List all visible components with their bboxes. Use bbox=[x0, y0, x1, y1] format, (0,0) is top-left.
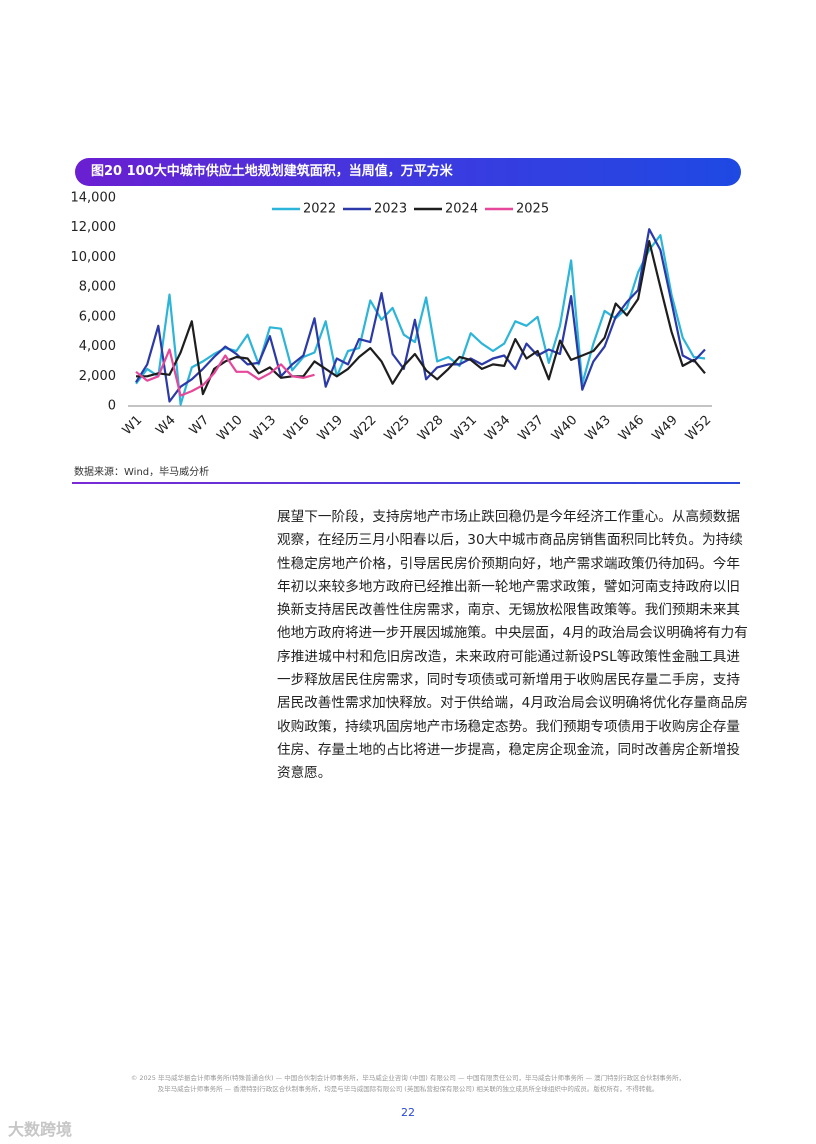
y-tick-label: 2,000 bbox=[79, 369, 116, 384]
x-tick-label: W37 bbox=[516, 413, 547, 444]
footer: © 2025 毕马威华振会计师事务所(特殊普通合伙) — 中国合伙制会计师事务所… bbox=[0, 1073, 816, 1095]
page-number: 22 bbox=[401, 1106, 415, 1119]
x-tick-label: W43 bbox=[582, 413, 613, 444]
legend-label: 2025 bbox=[516, 202, 549, 217]
x-tick-label: W1 bbox=[120, 413, 146, 439]
text-line: 一步释放居民住房需求，同时专项债或可新增用于收购居民存量二手房，支持 bbox=[277, 672, 740, 689]
text-line: 年初以来较多地方政府已经推出新一轮地产需求政策，譬如河南支持政府以旧 bbox=[277, 578, 740, 595]
series-line bbox=[136, 240, 706, 396]
y-tick-label: 12,000 bbox=[71, 220, 117, 235]
text-line: 住房、存量土地的占比将进一步提高，稳定房企现金流，同时改善房企新增投 bbox=[277, 741, 740, 758]
text-line: 居民改善性需求加快释放。对于供给端，4月政治局会议明确将优化存量商品房 bbox=[277, 695, 748, 712]
legend-label: 2024 bbox=[445, 202, 478, 217]
x-tick-label: W13 bbox=[248, 413, 279, 444]
x-tick-label: W49 bbox=[649, 413, 680, 444]
text-line: 换新支持居民改善性住房需求，南京、无锡放松限售政策等。我们预期未来其 bbox=[277, 602, 740, 619]
x-tick-label: W4 bbox=[153, 413, 179, 439]
watermark: 大数跨境 bbox=[8, 1120, 73, 1139]
text-line: 资意愿。 bbox=[277, 765, 332, 782]
y-tick-label: 8,000 bbox=[79, 280, 116, 295]
y-tick-label: 14,000 bbox=[71, 191, 117, 206]
text-line: 性稳定房地产价格，引导居民房价预期向好，地产需求端政策仍待加码。今年 bbox=[277, 555, 740, 572]
x-tick-label: W28 bbox=[415, 413, 446, 444]
x-tick-label: W19 bbox=[315, 413, 346, 444]
chart: 0 2,000 4,000 6,000 8,000 10,000 12,000 14,000 W… bbox=[71, 191, 715, 445]
x-tick-label: W46 bbox=[616, 413, 647, 444]
x-tick-label: W34 bbox=[482, 413, 513, 444]
source-note: 数据来源：Wind，毕马威分析 bbox=[74, 467, 210, 478]
x-tick-label: W7 bbox=[187, 413, 213, 439]
series-line bbox=[135, 348, 315, 397]
x-tick-label: W22 bbox=[348, 413, 379, 444]
divider bbox=[72, 482, 740, 484]
paragraph: 展望下一阶段，支持房地产市场止跌回稳仍是今年经济工作重心。从高频数据 观察，在经历… bbox=[277, 506, 748, 786]
text-line: 他地方政府将进一步开展因城施策。中央层面，4月的政治局会议明确将有力有 bbox=[277, 625, 748, 642]
y-tick-label: 10,000 bbox=[71, 250, 117, 265]
x-tick-label: W25 bbox=[382, 413, 413, 444]
legend-label: 2023 bbox=[374, 202, 407, 217]
series-line bbox=[135, 228, 706, 403]
y-tick-label: 0 bbox=[108, 399, 116, 414]
x-tick-label: W40 bbox=[549, 413, 580, 444]
series-line bbox=[135, 234, 706, 406]
footer-line: © 2025 毕马威华振会计师事务所(特殊普通合伙) — 中国合伙制会计师事务所… bbox=[130, 1074, 686, 1082]
footer-line: 及毕马威会计师事务所 — 香港特别行政区合伙制事务所，均是与毕马威国际有限公司 … bbox=[157, 1085, 659, 1093]
x-tick-label: W31 bbox=[449, 413, 480, 444]
y-tick-label: 6,000 bbox=[79, 309, 116, 324]
x-tick-label: W16 bbox=[281, 413, 312, 444]
text-line: 展望下一阶段，支持房地产市场止跌回稳仍是今年经济工作重心。从高频数据 bbox=[277, 509, 740, 525]
chart-title: 图20 100大中城市供应土地规划建筑面积，当周值，万平方米 bbox=[75, 158, 741, 186]
text-line: 收购政策，持续巩固房地产市场稳定态势。我们预期专项债用于收购房企存量 bbox=[277, 718, 740, 735]
y-tick-label: 4,000 bbox=[79, 339, 116, 354]
x-tick-label: W10 bbox=[214, 413, 245, 444]
text-line: 序推进城中村和危旧房改造，未来政府可能通过新设PSL等政策性金融工具进 bbox=[277, 648, 740, 665]
text-line: 观察，在经历三月小阳春以后，30大中城市商品房销售面积同比转负。为持续 bbox=[277, 532, 743, 549]
legend-label: 2022 bbox=[303, 202, 336, 217]
x-tick-label: W52 bbox=[683, 413, 714, 444]
